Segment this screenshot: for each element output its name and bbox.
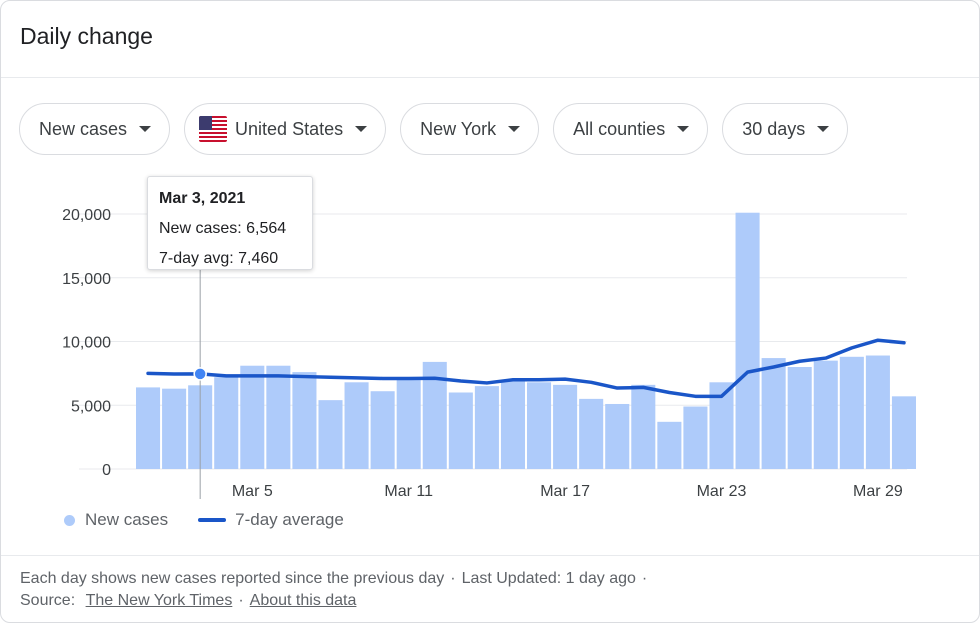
y-tick-label: 5,000 (71, 398, 111, 415)
metric-filter-label: New cases (39, 118, 128, 139)
caret-down-icon (817, 126, 830, 132)
legend-new-cases: New cases (85, 510, 169, 529)
bar-new-cases[interactable] (891, 396, 916, 469)
country-filter-label: United States (235, 118, 344, 139)
state-filter-label: New York (420, 118, 497, 139)
bar-new-cases[interactable] (813, 360, 838, 469)
x-tick-label: Mar 23 (697, 483, 747, 500)
bar-new-cases[interactable] (396, 379, 421, 469)
range-filter-label: 30 days (742, 118, 806, 139)
bar-new-cases[interactable] (839, 356, 864, 469)
x-tick-label: Mar 5 (232, 483, 273, 500)
bar-new-cases[interactable] (500, 381, 525, 469)
footer-separator: · (641, 570, 648, 587)
header-divider (1, 77, 979, 78)
footer-line-1: Each day shows new cases reported since … (20, 568, 653, 590)
about-data-link[interactable]: About this data (249, 592, 357, 609)
footer-description: Each day shows new cases reported since … (20, 570, 445, 587)
x-tick-label: Mar 29 (853, 483, 903, 500)
footer-line-2: Source: The New York Times · About this da… (20, 590, 653, 612)
cases-chart[interactable]: 0 5,000 10,000 15,000 20,000 Mar 5 Mar 11 Mar 1… (1, 161, 980, 506)
bar-new-cases[interactable] (448, 392, 473, 470)
line-7day-average (146, 338, 906, 399)
bar-new-cases[interactable] (683, 406, 708, 469)
tooltip-date: Mar 3, 2021 (159, 190, 246, 207)
chart-tooltip: Mar 3, 2021 New cases: 6,564 7-day avg: … (147, 176, 313, 270)
bar-new-cases[interactable] (579, 398, 604, 469)
us-flag-icon (199, 116, 228, 142)
bar-new-cases[interactable] (605, 403, 630, 469)
footer: Each day shows new cases reported since … (20, 568, 653, 612)
bar-new-cases[interactable] (631, 384, 656, 469)
bar-new-cases[interactable] (657, 421, 682, 469)
bar-legend-dot-icon (64, 514, 75, 526)
bar-new-cases[interactable] (787, 367, 812, 469)
footer-divider (1, 555, 979, 556)
bar-new-cases[interactable] (865, 355, 890, 469)
bar-new-cases[interactable] (292, 372, 317, 469)
bar-new-cases[interactable] (474, 386, 499, 469)
legend-7day-avg: 7-day average (235, 510, 344, 529)
caret-down-icon (508, 126, 521, 132)
bar-new-cases[interactable] (136, 387, 161, 469)
county-filter-label: All counties (573, 118, 666, 139)
chart-legend: New cases 7-day average (64, 510, 344, 530)
bar-new-cases[interactable] (214, 377, 239, 469)
tooltip-new-cases: New cases: 6,564 (159, 220, 287, 237)
last-updated: Last Updated: 1 day ago (461, 570, 636, 587)
x-tick-label: Mar 11 (384, 483, 433, 500)
county-filter-chip[interactable]: All counties (553, 103, 709, 155)
bar-new-cases[interactable] (527, 382, 552, 469)
source-label: Source: (20, 592, 76, 609)
filter-bar: New cases United States New York All (19, 103, 849, 157)
bar-new-cases[interactable] (553, 384, 578, 469)
y-tick-label: 20,000 (62, 207, 111, 224)
bar-new-cases[interactable] (761, 358, 786, 469)
y-tick-label: 10,000 (62, 335, 111, 352)
state-filter-chip[interactable]: New York (400, 103, 540, 155)
y-tick-label: 15,000 (62, 271, 111, 288)
highlight-point (193, 367, 207, 381)
bar-new-cases[interactable] (162, 388, 187, 469)
line-legend-icon (198, 518, 227, 522)
range-filter-chip[interactable]: 30 days (722, 103, 849, 155)
caret-down-icon (355, 126, 368, 132)
bar-new-cases[interactable] (735, 212, 760, 469)
footer-separator: · (450, 570, 456, 587)
tooltip-avg: 7-day avg: 7,460 (159, 250, 279, 267)
bar-new-cases[interactable] (370, 391, 395, 469)
caret-down-icon (139, 126, 152, 132)
x-tick-label: Mar 17 (540, 483, 590, 500)
bar-new-cases[interactable] (266, 365, 291, 469)
bar-new-cases[interactable] (240, 365, 265, 469)
caret-down-icon (677, 126, 690, 132)
bar-new-cases[interactable] (344, 382, 369, 469)
card-title: Daily change (20, 23, 153, 49)
source-link[interactable]: The New York Times (85, 592, 233, 609)
metric-filter-chip[interactable]: New cases (19, 103, 171, 155)
country-filter-chip[interactable]: United States (184, 103, 387, 155)
footer-separator: · (238, 592, 244, 609)
y-tick-label: 0 (102, 462, 111, 479)
bar-new-cases[interactable] (318, 400, 343, 469)
